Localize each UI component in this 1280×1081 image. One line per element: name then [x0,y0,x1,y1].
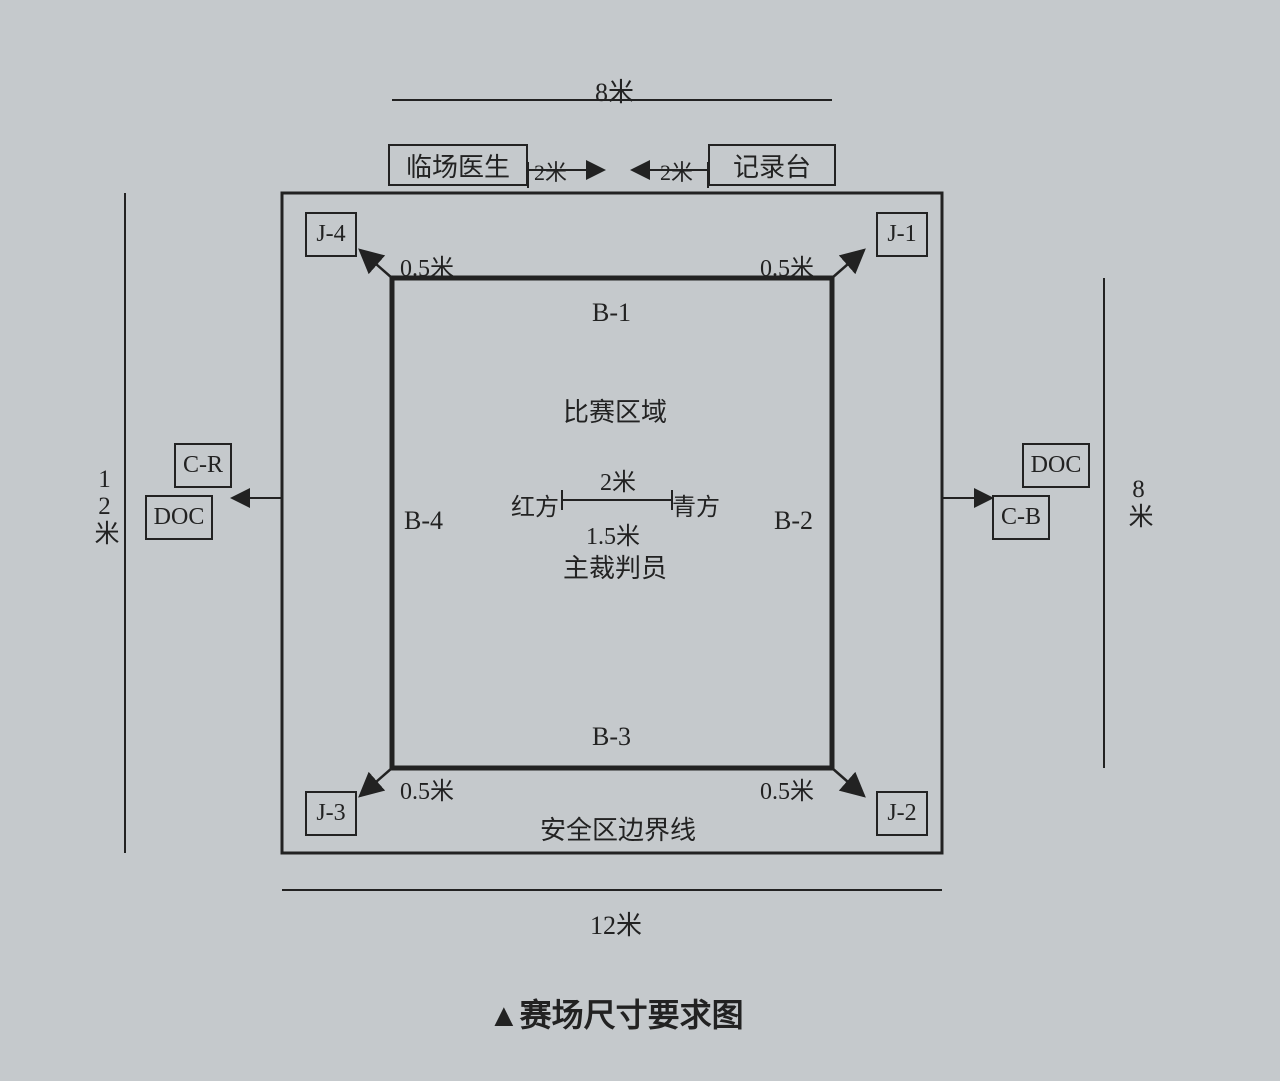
center-2m-label: 2米 [600,462,636,497]
recorder-box: 记录台 [708,144,836,186]
side-label-b3: B-3 [592,722,631,752]
corner-arrow-bl [360,768,392,796]
referee-label: 主裁判员 [563,548,667,585]
doctor-box: 临场医生 [388,144,528,186]
side-label-b4: B-4 [404,506,443,536]
doc_r-box: DOC [1022,443,1090,488]
safety-boundary-label: 安全区边界线 [540,810,696,847]
top-dim-label: 8米 [595,72,634,109]
doc_l-box: DOC [145,495,213,540]
corner-dim-bl: 0.5米 [400,771,454,806]
j4-box: J-4 [305,212,357,257]
side-label-b1: B-1 [592,298,631,328]
corner-arrow-tl [360,250,392,278]
bottom-dim-label: 12米 [590,905,642,942]
cb-box: C-B [992,495,1050,540]
left-dim-label: 12米 [86,466,122,545]
top-gap-right-label: 2米 [660,155,693,187]
right-dim-label: 8米 [1120,476,1156,528]
center-1.5m-label: 1.5米 [586,516,640,551]
j1-box: J-1 [876,212,928,257]
diagram-title: ▲赛场尺寸要求图 [488,990,744,1036]
side-label-b2: B-2 [774,506,813,536]
corner-arrow-br [832,768,864,796]
blue-side-label: 青方 [672,487,720,522]
j2-box: J-2 [876,791,928,836]
corner-arrow-tr [832,250,864,278]
top-gap-left-label: 2米 [534,155,567,187]
red-side-label: 红方 [511,487,559,522]
corner-dim-br: 0.5米 [760,771,814,806]
corner-dim-tr: 0.5米 [760,248,814,283]
corner-dim-tl: 0.5米 [400,248,454,283]
arena-label: 比赛区域 [563,392,667,429]
arena-diagram: 8米12米12米8米临场医生记录台J-1J-2J-3J-4C-RC-BDOCDO… [0,0,1280,1076]
j3-box: J-3 [305,791,357,836]
cr-box: C-R [174,443,232,488]
